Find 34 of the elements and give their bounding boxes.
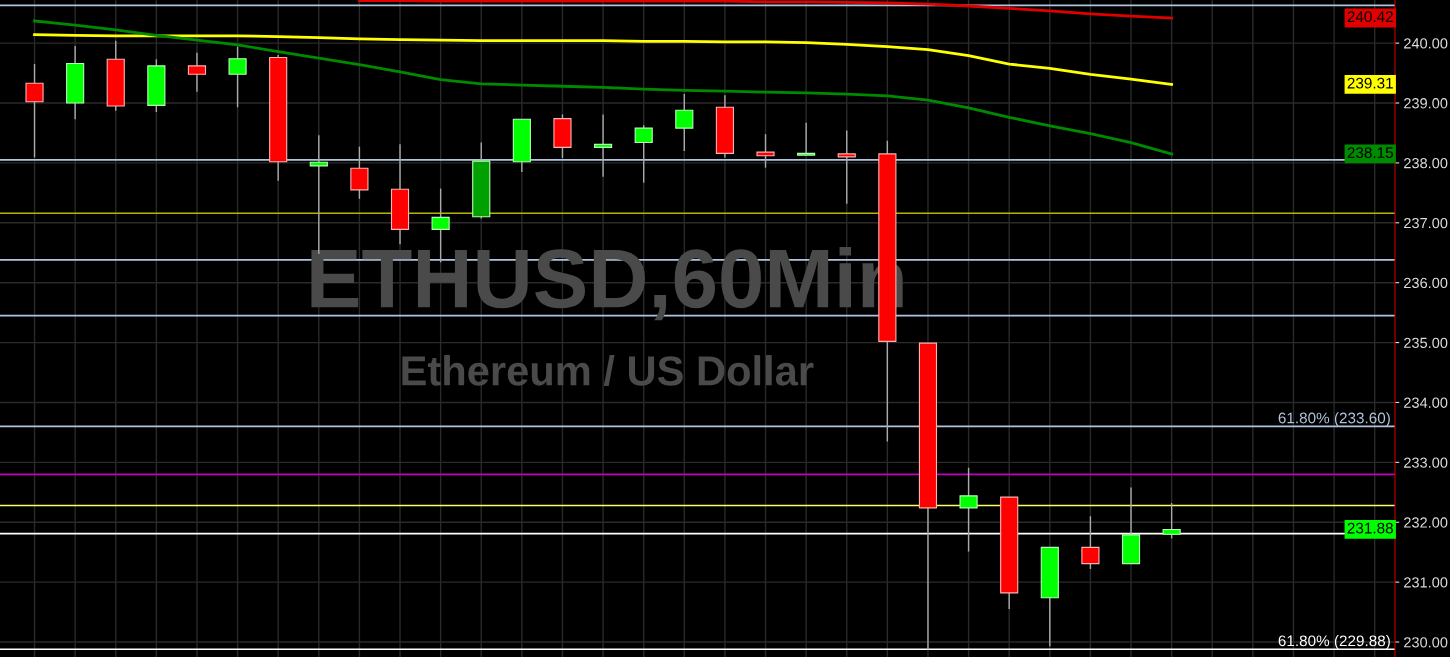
candlestick [837, 129, 856, 205]
text: 240.42 [1347, 11, 1393, 23]
candlestick [350, 146, 369, 200]
y-tick-label: 239.00 [1404, 98, 1448, 109]
candlestick [959, 467, 978, 553]
candlestick [797, 122, 816, 156]
y-tick-label: 232.00 [1404, 517, 1448, 528]
candlestick [187, 52, 207, 93]
ref-line-label: 61.80% (233.60) [1278, 412, 1390, 427]
y-tick-label: 240.00 [1404, 38, 1448, 49]
ref-line-label: 61.80% (229.88) [1278, 634, 1390, 650]
y-tick-label: 237.00 [1404, 217, 1448, 229]
y-tick-label: 236.00 [1404, 277, 1448, 289]
candlestick [1081, 515, 1100, 570]
candlestick [25, 63, 44, 159]
candlestick [675, 93, 694, 152]
line-series [358, 0, 1174, 20]
text: 238.15 [1347, 147, 1393, 159]
y-tick-label: 230.00 [1404, 637, 1448, 648]
line-series [33, 19, 1174, 156]
candlestick [228, 46, 247, 108]
text: 239.31 [1347, 77, 1393, 89]
candlestick [1162, 502, 1181, 540]
y-tick-label: 234.00 [1404, 397, 1448, 408]
y-tick-label: 231.00 [1404, 577, 1448, 588]
candlestick [593, 113, 613, 178]
text: 231.88 [1347, 522, 1393, 534]
text: Ethereum / US Dollar [402, 355, 814, 387]
y-tick-label: 238.00 [1404, 158, 1448, 169]
candlestick [634, 124, 653, 184]
y-tick-label: 233.00 [1404, 457, 1448, 468]
line-series [33, 33, 1174, 86]
candlestick [756, 133, 775, 169]
y-tick-label: 235.00 [1404, 337, 1448, 348]
